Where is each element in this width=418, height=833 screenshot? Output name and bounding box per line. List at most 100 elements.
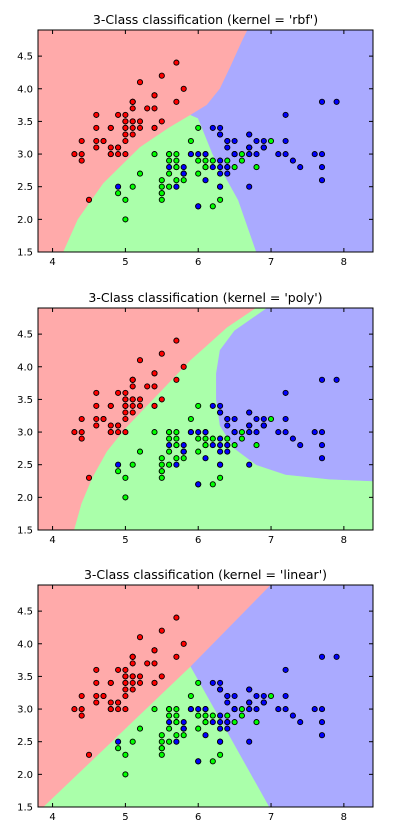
point-class-0	[129, 105, 136, 112]
point-class-0	[93, 692, 100, 700]
point-class-2	[224, 448, 231, 455]
point-class-2	[224, 170, 231, 177]
point-class-2	[202, 429, 209, 436]
point-class-0	[129, 124, 136, 131]
point-class-1	[166, 712, 173, 719]
point-class-2	[246, 699, 253, 706]
point-class-2	[318, 706, 326, 713]
point-class-2	[318, 653, 326, 660]
point-class-0	[136, 79, 144, 86]
point-class-1	[195, 679, 202, 686]
point-class-1	[202, 157, 209, 164]
point-class-2	[166, 442, 173, 449]
point-class-0	[115, 429, 122, 436]
point-class-2	[224, 719, 231, 726]
point-class-2	[318, 455, 326, 462]
point-class-2	[209, 402, 216, 409]
point-class-1	[158, 745, 165, 752]
point-class-2	[217, 712, 224, 719]
point-class-1	[202, 164, 209, 171]
point-class-1	[187, 137, 194, 145]
point-class-1	[166, 429, 173, 436]
axes-frame-poly	[37, 307, 374, 531]
y-tick-label: 3.0	[17, 705, 33, 716]
point-class-1	[136, 448, 144, 455]
point-class-2	[231, 415, 238, 423]
point-class-2	[318, 429, 326, 436]
point-class-2	[282, 429, 289, 436]
point-class-1	[158, 751, 165, 758]
point-class-1	[209, 435, 216, 442]
point-class-2	[246, 422, 253, 429]
point-class-1	[267, 137, 275, 145]
point-class-2	[217, 183, 224, 190]
point-class-2	[318, 98, 326, 105]
point-class-1	[195, 725, 202, 732]
point-class-2	[246, 706, 253, 713]
point-class-0	[78, 415, 85, 423]
point-class-2	[217, 719, 224, 726]
point-class-0	[173, 98, 180, 105]
point-class-0	[93, 666, 100, 673]
point-class-1	[166, 170, 173, 177]
point-class-0	[122, 151, 129, 158]
point-class-1	[166, 448, 173, 455]
point-class-2	[318, 442, 326, 449]
point-class-1	[115, 468, 122, 475]
point-class-0	[151, 679, 158, 686]
point-class-1	[187, 692, 194, 700]
y-tick-label: 2.0	[17, 215, 33, 226]
point-class-2	[224, 415, 231, 423]
point-class-0	[93, 144, 100, 151]
y-tick-label: 3.0	[17, 428, 33, 439]
point-class-1	[202, 712, 209, 719]
point-class-1	[231, 719, 238, 726]
point-class-0	[129, 686, 136, 693]
point-class-0	[136, 396, 144, 403]
point-class-1	[202, 719, 209, 726]
point-class-1	[231, 164, 238, 171]
point-class-2	[217, 725, 224, 732]
point-class-1	[238, 157, 245, 164]
point-class-2	[195, 429, 202, 436]
point-class-1	[238, 706, 245, 713]
point-class-2	[202, 706, 209, 713]
point-class-2	[231, 692, 238, 700]
point-class-2	[224, 692, 231, 700]
scatter-points-linear	[71, 614, 340, 778]
point-class-0	[136, 673, 144, 680]
point-class-0	[129, 376, 136, 383]
point-class-1	[173, 157, 180, 164]
point-class-1	[158, 183, 165, 190]
x-tick-label: 4	[49, 535, 55, 546]
point-class-2	[195, 758, 202, 765]
point-class-0	[136, 679, 144, 686]
y-tick-label: 3.5	[17, 117, 33, 128]
point-class-0	[144, 660, 151, 667]
x-tick-label: 7	[268, 535, 274, 546]
point-class-0	[71, 429, 78, 436]
point-class-2	[231, 429, 238, 436]
x-tick-label: 5	[122, 812, 128, 823]
point-class-2	[115, 738, 122, 745]
point-class-2	[209, 719, 216, 726]
point-class-0	[158, 673, 165, 680]
point-class-1	[115, 745, 122, 752]
y-tick-label: 2.5	[17, 460, 33, 471]
point-class-2	[217, 679, 224, 686]
point-class-2	[224, 422, 231, 429]
point-class-2	[217, 131, 224, 138]
point-class-2	[209, 442, 216, 449]
point-class-0	[158, 396, 165, 403]
point-class-0	[129, 402, 136, 409]
point-class-2	[202, 177, 209, 184]
point-class-1	[173, 435, 180, 442]
point-class-2	[195, 481, 202, 488]
point-class-0	[107, 144, 114, 151]
point-class-2	[260, 137, 267, 145]
point-class-2	[173, 461, 180, 468]
point-class-2	[246, 131, 253, 138]
y-tick-label: 4.5	[17, 607, 33, 618]
x-tick-label: 5	[122, 257, 128, 268]
point-class-2	[282, 137, 289, 145]
